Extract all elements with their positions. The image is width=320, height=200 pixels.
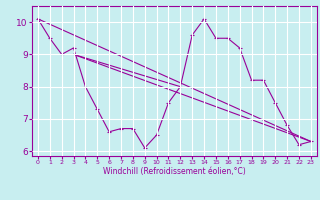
X-axis label: Windchill (Refroidissement éolien,°C): Windchill (Refroidissement éolien,°C) xyxy=(103,167,246,176)
